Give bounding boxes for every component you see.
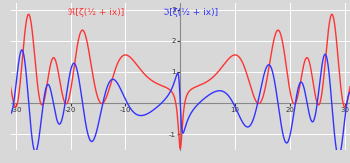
Text: ℑ[ζ(½ + ix)]: ℑ[ζ(½ + ix)] [163,8,218,17]
Text: ℜ[ζ(½ + ix)]: ℜ[ζ(½ + ix)] [68,8,125,17]
